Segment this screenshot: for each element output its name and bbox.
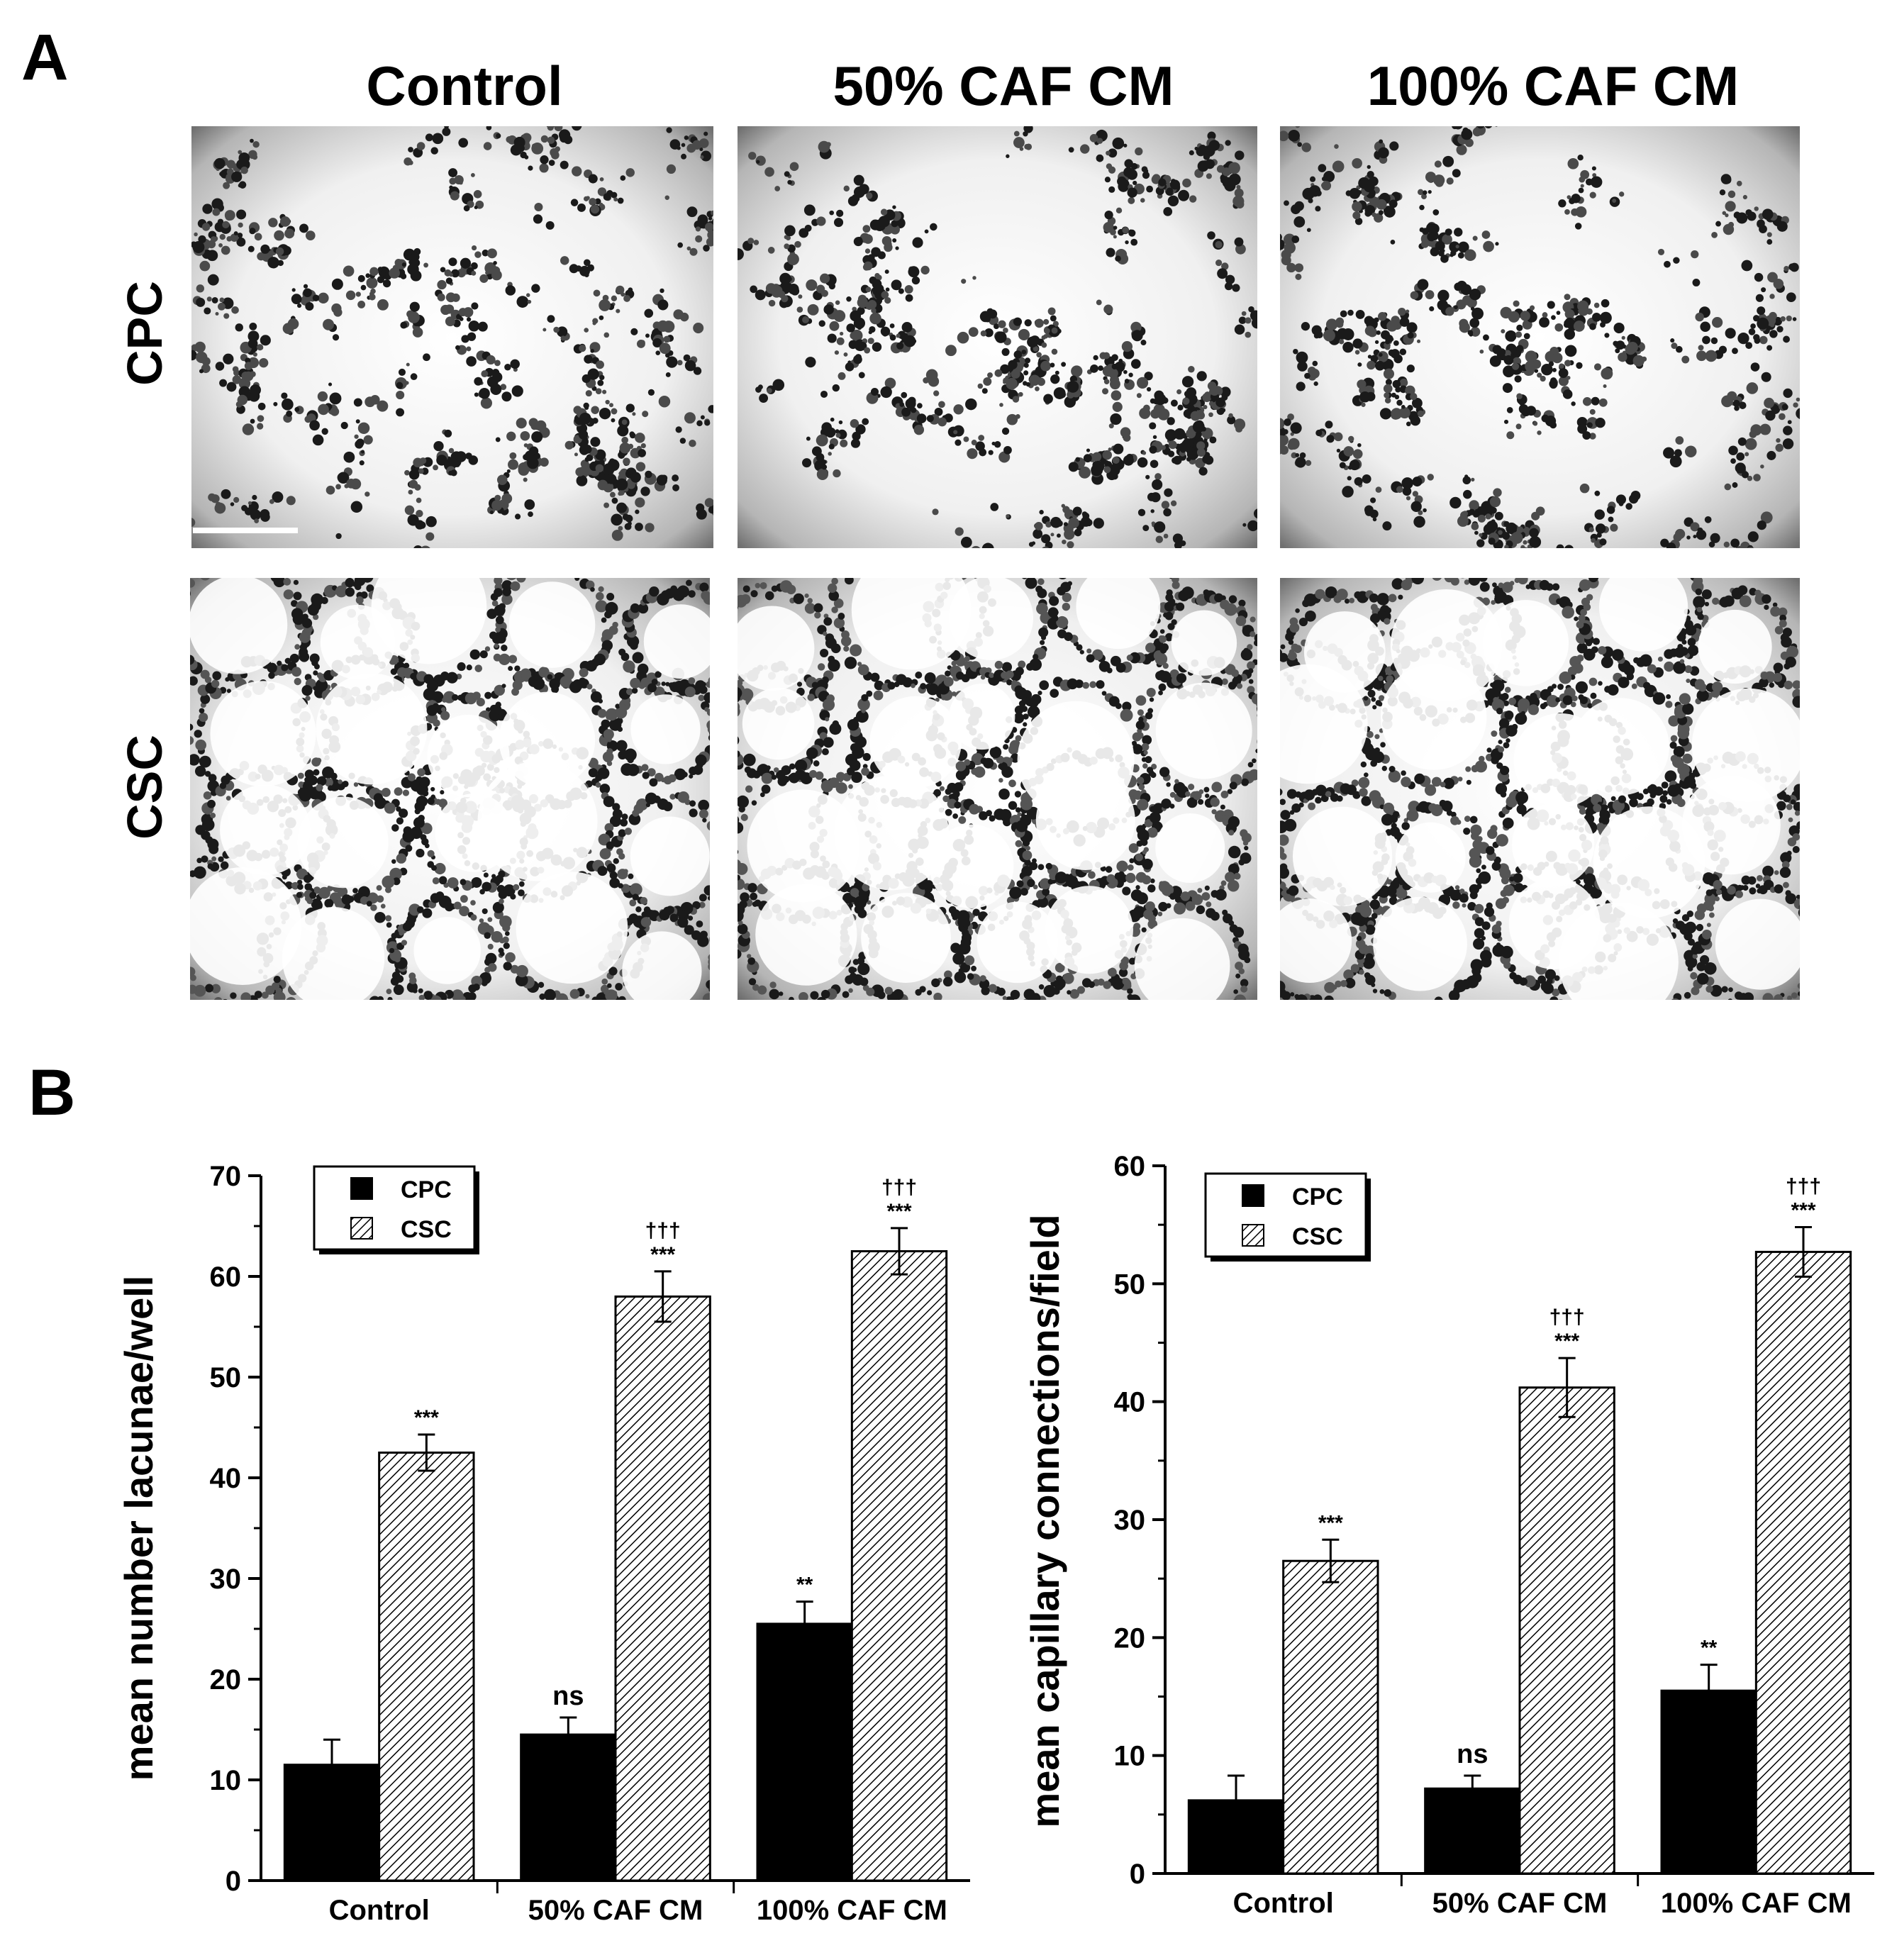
y-tick-label: 60 bbox=[1114, 1151, 1146, 1182]
x-tick-label: 100% CAF CM bbox=[1661, 1888, 1852, 1919]
significance-marker: *** bbox=[650, 1243, 675, 1266]
bar-cpc bbox=[1424, 1787, 1521, 1875]
bar-csc bbox=[378, 1452, 475, 1882]
x-tick-label: 100% CAF CM bbox=[757, 1895, 947, 1926]
significance-marker: *** bbox=[886, 1200, 911, 1223]
legend-label-cpc: CPC bbox=[1292, 1184, 1343, 1210]
scale-bar bbox=[193, 528, 298, 533]
y-tick-label: 70 bbox=[210, 1161, 242, 1192]
panel-b: B 0 10 20 30 40 50 60 70 Control 50% CAF CM 100% C… bbox=[28, 1057, 1874, 1926]
micrograph-csc-50-caf-cm bbox=[738, 578, 1257, 1000]
significance-marker: ns bbox=[552, 1681, 584, 1711]
micrograph-cpc-50-caf-cm bbox=[738, 126, 1257, 548]
bar-csc bbox=[850, 1250, 948, 1882]
bar-csc bbox=[1282, 1559, 1379, 1875]
y-tick-label: 30 bbox=[1114, 1505, 1146, 1536]
significance-marker: *** bbox=[1554, 1330, 1579, 1353]
significance-marker: ††† bbox=[645, 1219, 681, 1242]
bar-cpc bbox=[1660, 1689, 1757, 1875]
bar-cpc bbox=[756, 1622, 853, 1882]
row-header-csc: CSC bbox=[117, 735, 172, 840]
x-tick-label: Control bbox=[329, 1895, 430, 1926]
column-header-100-caf-cm: 100% CAF CM bbox=[1367, 55, 1739, 117]
legend-label-csc: CSC bbox=[401, 1216, 452, 1243]
legend-swatch-cpc bbox=[350, 1177, 373, 1200]
column-header-50-caf-cm: 50% CAF CM bbox=[833, 55, 1174, 117]
bar-cpc bbox=[520, 1733, 617, 1882]
bar-csc bbox=[1754, 1250, 1852, 1875]
micrograph-csc-100-caf-cm bbox=[1280, 578, 1800, 1000]
y-tick-label: 10 bbox=[210, 1765, 242, 1796]
significance-marker: ††† bbox=[1786, 1174, 1821, 1198]
y-tick-label: 40 bbox=[1114, 1387, 1146, 1418]
chart-capillary-connections: 0 10 20 30 40 50 60 Control 50% CAF CM 100% CAF C… bbox=[1023, 1151, 1874, 1919]
significance-marker: ††† bbox=[1549, 1305, 1585, 1329]
y-tick-label: 50 bbox=[210, 1362, 242, 1393]
y-tick-label: 60 bbox=[210, 1262, 242, 1293]
y-axis-label: mean number lacunae/well bbox=[116, 1276, 161, 1781]
significance-marker: *** bbox=[1791, 1198, 1815, 1222]
y-axis-label: mean capillary connections/field bbox=[1023, 1214, 1067, 1827]
y-tick-label: 30 bbox=[210, 1564, 242, 1595]
y-tick-label: 50 bbox=[1114, 1269, 1146, 1300]
y-tick-label: 40 bbox=[210, 1463, 242, 1494]
x-tick-label: 50% CAF CM bbox=[528, 1895, 703, 1926]
column-header-control: Control bbox=[366, 55, 562, 117]
y-tick-label: 0 bbox=[226, 1866, 241, 1897]
significance-marker: ** bbox=[796, 1574, 813, 1597]
bar-csc bbox=[1518, 1386, 1615, 1875]
y-tick-label: 0 bbox=[1130, 1859, 1145, 1890]
legend-label-cpc: CPC bbox=[401, 1176, 452, 1203]
micrograph-csc-control bbox=[190, 578, 710, 1000]
y-tick-label: 20 bbox=[1114, 1622, 1146, 1654]
x-tick-label: Control bbox=[1233, 1888, 1334, 1919]
panel-b-letter: B bbox=[28, 1057, 75, 1129]
significance-marker: ns bbox=[1457, 1739, 1488, 1769]
y-tick-label: 10 bbox=[1114, 1741, 1146, 1772]
legend-swatch-csc bbox=[350, 1217, 373, 1240]
y-tick-label: 20 bbox=[210, 1664, 242, 1695]
legend-swatch-cpc bbox=[1242, 1184, 1264, 1207]
bar-csc bbox=[614, 1295, 711, 1882]
significance-marker: *** bbox=[1318, 1511, 1343, 1535]
legend-box bbox=[1204, 1172, 1367, 1258]
micrograph-cpc-control bbox=[191, 126, 713, 548]
chart-lacunae: 0 10 20 30 40 50 60 70 Control 50% CAF CM 100% CAF… bbox=[116, 1161, 970, 1926]
significance-marker: ††† bbox=[881, 1176, 917, 1199]
legend-swatch-csc bbox=[1242, 1224, 1264, 1247]
significance-marker: ** bbox=[1701, 1637, 1718, 1660]
panel-a: A Control 50% CAF CM 100% CAF CM CPC CSC bbox=[21, 21, 1800, 1000]
row-header-cpc: CPC bbox=[117, 281, 172, 386]
significance-marker: *** bbox=[414, 1406, 439, 1430]
x-tick-label: 50% CAF CM bbox=[1432, 1888, 1608, 1919]
micrograph-cpc-100-caf-cm bbox=[1280, 126, 1800, 548]
panel-a-letter: A bbox=[21, 21, 68, 94]
legend-box bbox=[313, 1165, 476, 1251]
legend-label-csc: CSC bbox=[1292, 1223, 1343, 1250]
